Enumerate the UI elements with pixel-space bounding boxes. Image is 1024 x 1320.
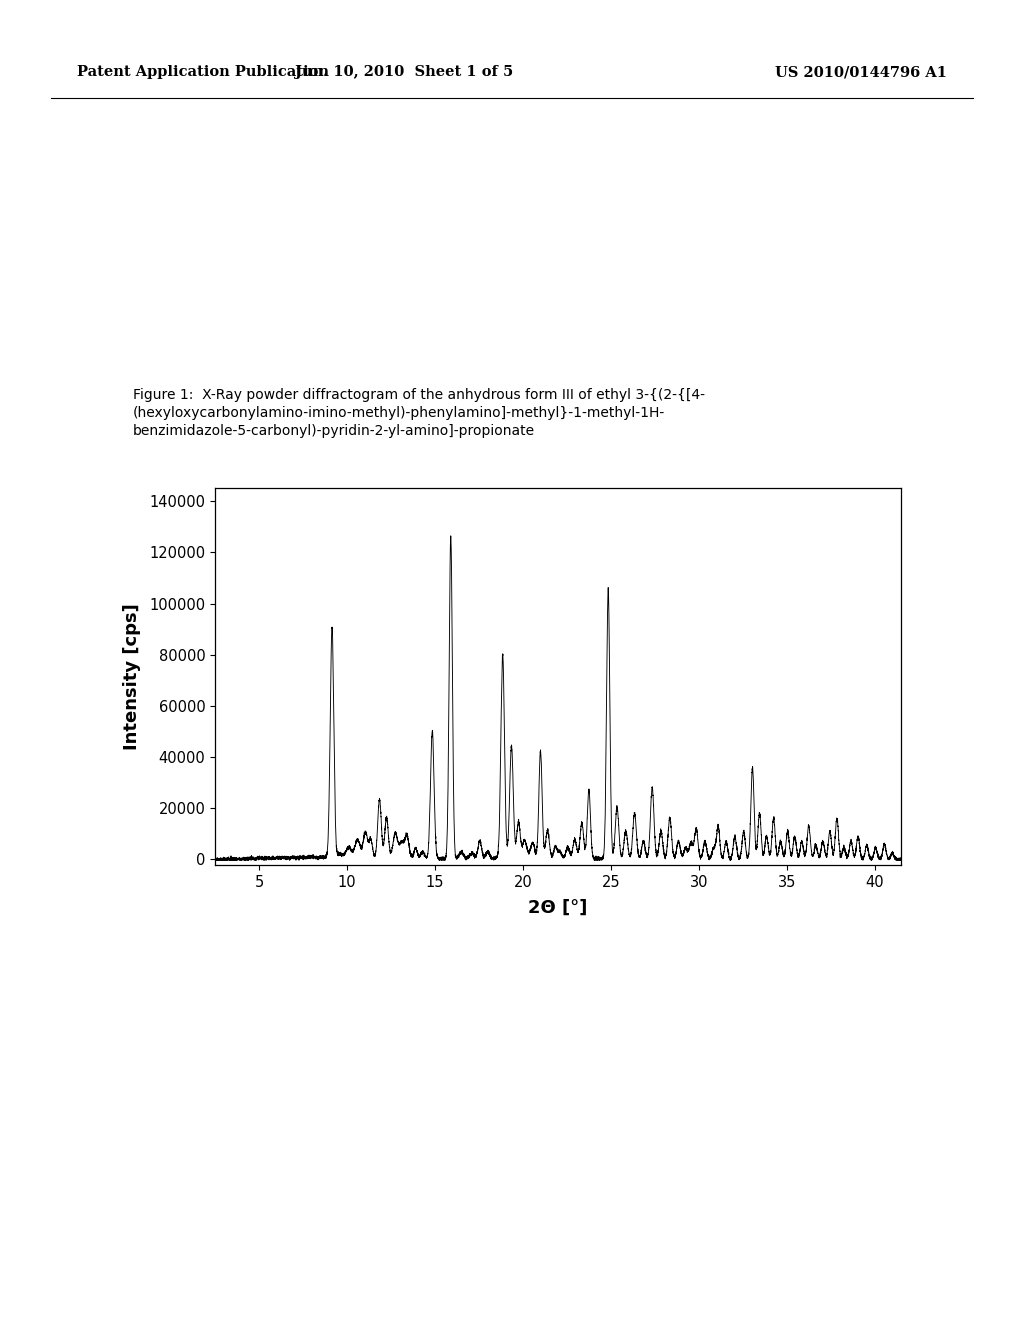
Text: Figure 1:  X-Ray powder diffractogram of the anhydrous form III of ethyl 3-{(2-{: Figure 1: X-Ray powder diffractogram of …	[133, 388, 706, 403]
X-axis label: 2Θ [°]: 2Θ [°]	[528, 899, 588, 916]
Text: Patent Application Publication: Patent Application Publication	[77, 65, 329, 79]
Text: US 2010/0144796 A1: US 2010/0144796 A1	[775, 65, 947, 79]
Text: benzimidazole-5-carbonyl)-pyridin-2-yl-amino]-propionate: benzimidazole-5-carbonyl)-pyridin-2-yl-a…	[133, 424, 536, 438]
Y-axis label: Intensity [cps]: Intensity [cps]	[123, 603, 141, 750]
Text: Jun. 10, 2010  Sheet 1 of 5: Jun. 10, 2010 Sheet 1 of 5	[295, 65, 514, 79]
Text: (hexyloxycarbonylamino-imino-methyl)-phenylamino]-methyl}-1-methyl-1H-: (hexyloxycarbonylamino-imino-methyl)-phe…	[133, 407, 666, 420]
